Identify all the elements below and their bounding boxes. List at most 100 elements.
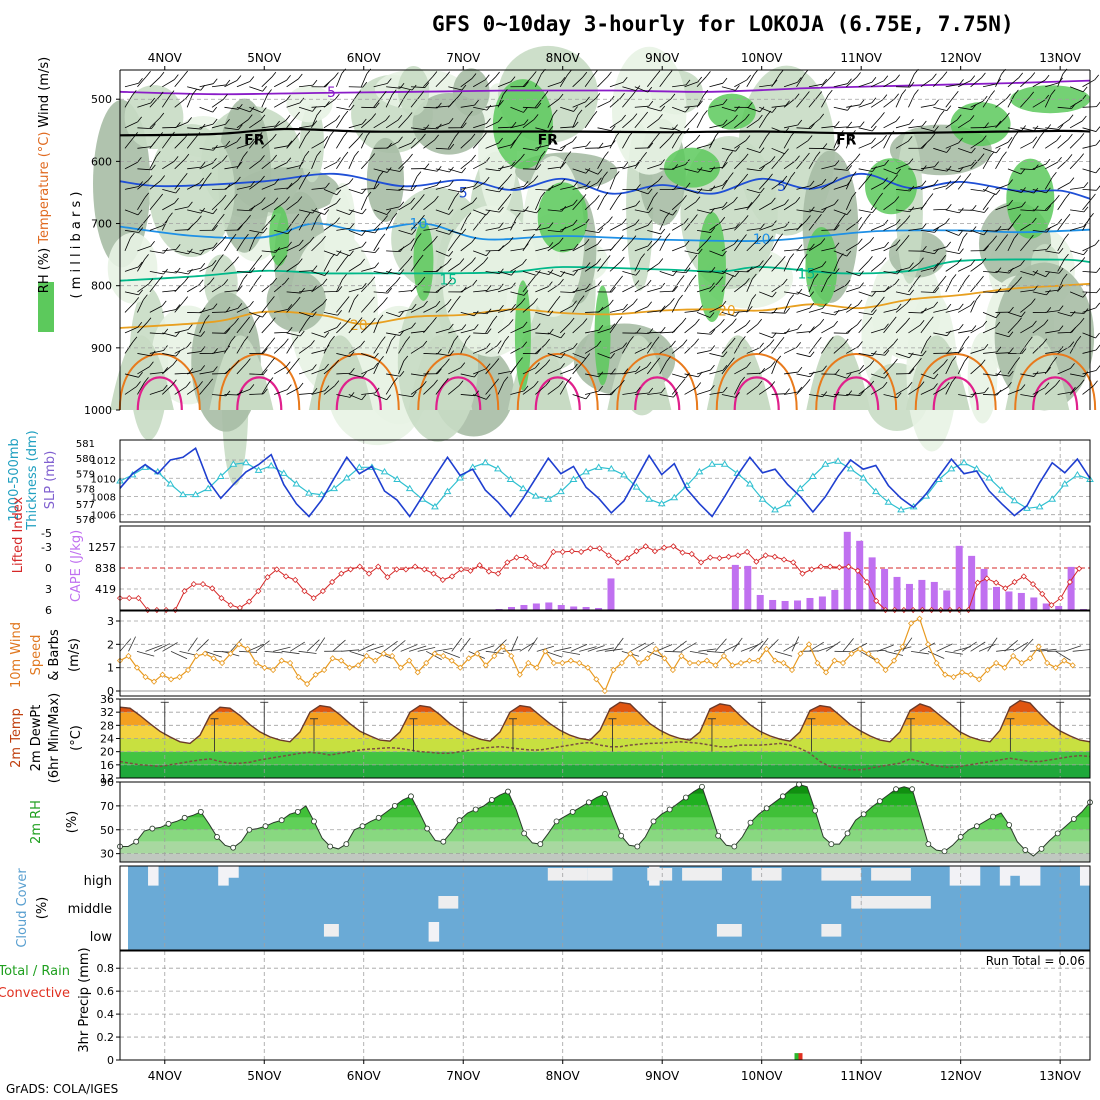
wind-barb [386,270,400,275]
wind-barb-flag [486,328,492,334]
wind10-barb [970,641,986,652]
wind10-barb [1038,648,1057,652]
wind10-point [1069,662,1076,669]
wind-barb [199,319,206,334]
wind-barb-flag [878,192,883,199]
wind-barb-flag [286,95,291,101]
wind-barb [696,115,704,128]
wind-barb-flag [679,275,685,281]
wind-barb [311,155,318,169]
wind-barb-flag [399,201,405,208]
wind-barb [784,371,799,375]
thickness-tick-label: 577 [76,500,95,511]
wind-barb [945,209,960,214]
isotherm-surface-orange [317,353,400,411]
wind-barb [535,271,550,276]
li-point [578,548,585,555]
wind-barb-flag [846,373,852,379]
wind-barb-flag [647,301,652,307]
wind-barb [224,261,235,272]
wind-barb [149,280,159,293]
wind-barb [1082,218,1090,231]
wind-barb-flag [172,359,178,366]
wind-barb [423,185,437,190]
wind-barb-flag [1046,244,1052,250]
wind-barb [659,271,674,277]
wind-barb-flag [207,172,212,178]
wind-barb [547,81,562,88]
rh-tick-label: 90 [100,776,114,789]
wind-barb-flag [412,185,417,191]
wind-barb-flag [776,355,782,362]
wind-barb-flag [420,214,425,221]
wind-barb [833,126,848,129]
precip-tick-label: 0.8 [97,962,115,975]
wind-barb-flag [511,139,516,146]
wind-barb-flag [448,209,454,215]
wind-barb-flag [869,360,875,366]
wind-barb [808,266,823,272]
wind-barb [808,370,823,375]
wind-barb-flag [984,122,989,128]
wind-barb [995,290,1010,293]
wind10-barb [825,641,841,652]
wind-barb [784,291,798,295]
wind-barb [248,320,257,334]
wind-barb-flag [891,316,897,323]
wind-barb [995,73,1002,87]
wind-barb [758,136,767,149]
rh-moist-patch [594,285,611,386]
wind-barb [721,271,736,277]
wind-barb [995,156,1003,170]
temp-frame [119,698,1091,779]
wind-barb-flag [833,176,838,183]
wind-barb [783,258,791,272]
wind-barb [572,267,587,272]
wind-barb [659,127,674,130]
wind-barb-flag [821,261,827,267]
wind-barb [261,219,272,231]
li-point [402,566,409,573]
wind-barb-flag [930,133,936,139]
wind-barb [845,196,853,211]
cape-bar [794,600,802,610]
wind-barb-flag [411,137,416,144]
wind-barb-flag [1095,139,1100,146]
wind-barb [982,326,996,334]
wind-barb-flag [747,306,753,312]
wind-barb-flag [658,258,664,264]
wind-barb [1020,222,1033,231]
wind10-barb [945,650,963,655]
rh-point [472,806,479,813]
wind-barb [920,184,935,190]
wind-barb-flag [448,117,454,124]
wind-barb [622,341,630,354]
wind-barb-flag [922,223,927,229]
wind-barb [348,299,355,313]
cloud-patch [647,868,673,881]
slp-tick-label: 1006 [91,511,116,522]
wind-barb [572,145,587,149]
wind-barb [733,381,742,395]
wind-barb [336,394,351,398]
wind-barb [796,383,807,395]
thickness-point [481,458,490,466]
wind-barb-flag [779,336,785,343]
wind10-point [678,652,685,660]
li-point [633,548,640,555]
wind-barb-flag [857,299,863,306]
wind-barb [821,147,836,151]
wind-barb [510,302,522,313]
wind-barb-flag [928,193,934,199]
wind-barb [622,370,637,375]
wind-barb-flag [748,102,753,108]
wind-barb [758,344,771,354]
wind-barb [883,321,893,334]
wind-barb [784,228,799,231]
wind-barb [398,117,409,129]
thickness-point [292,480,301,487]
wind-barb-flag [200,262,206,269]
wind-barb-flag [453,335,459,341]
wind-barb [311,240,322,252]
wind-barb [286,102,301,108]
